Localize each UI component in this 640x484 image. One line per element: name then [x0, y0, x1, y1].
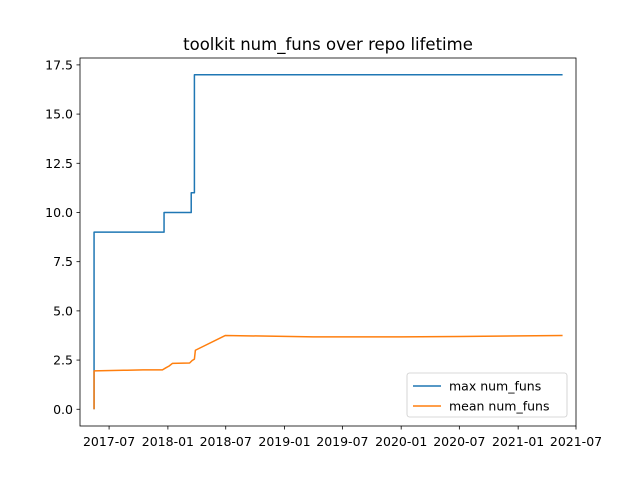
- x-tick-label: 2017-07: [83, 434, 135, 449]
- x-tick-label: 2021-01: [492, 434, 544, 449]
- legend-frame: [406, 372, 568, 418]
- x-tick-label: 2020-07: [433, 434, 485, 449]
- series-line-mean-num-funs: [93, 334, 563, 410]
- x-tick-label: 2018-01: [142, 434, 194, 449]
- x-tick-label: 2019-07: [316, 434, 368, 449]
- axes-frame: [79, 57, 577, 427]
- y-tick-label: 15.0: [45, 107, 73, 122]
- x-tick-label: 2020-01: [375, 434, 427, 449]
- x-tick-label: 2019-01: [258, 434, 310, 449]
- y-tick-label: 12.5: [45, 156, 73, 171]
- x-tick-label: 2018-07: [200, 434, 252, 449]
- y-tick-label: 0.0: [53, 402, 73, 417]
- legend-label-mean-num-funs: mean num_funs: [449, 399, 549, 414]
- y-tick-label: 10.0: [45, 205, 73, 220]
- x-tick-label: 2021-07: [550, 434, 602, 449]
- y-tick-label: 17.5: [45, 57, 73, 72]
- chart-title: toolkit num_funs over repo lifetime: [183, 35, 473, 55]
- legend-label-max-num-funs: max num_funs: [449, 379, 541, 394]
- y-tick-label: 7.5: [53, 254, 73, 269]
- y-tick-label: 2.5: [53, 353, 73, 368]
- series-line-max-num-funs: [93, 73, 563, 410]
- y-tick-label: 5.0: [53, 303, 73, 318]
- plot-area: 0.0 2.5 5.0 7.5 10.0 12.5 15.0 17.5 2017-07 2018-…: [45, 57, 602, 449]
